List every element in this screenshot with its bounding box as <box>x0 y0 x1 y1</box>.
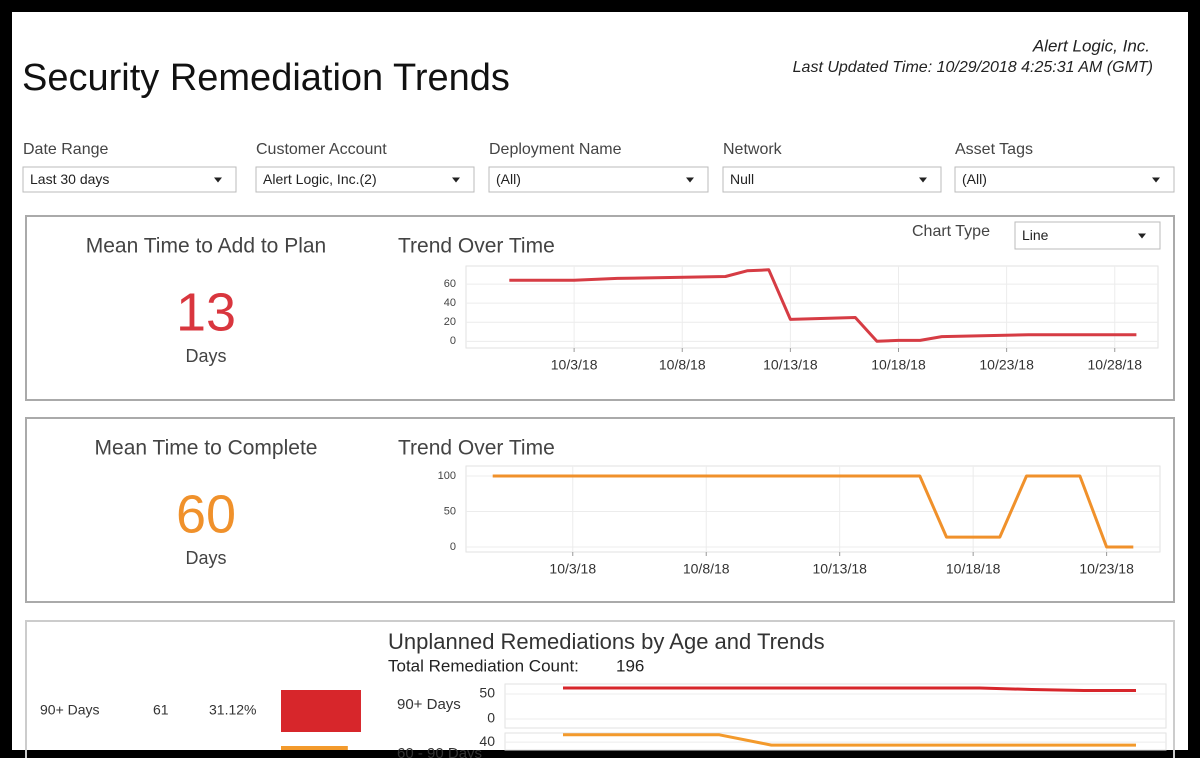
total-label: Total Remediation Count: <box>388 656 579 675</box>
trend-line <box>492 474 1134 549</box>
dropdown-arrow[interactable] <box>452 177 460 183</box>
x-tick-label: 10/28/18 <box>1088 357 1143 373</box>
percent-bar <box>281 690 361 732</box>
trend-line <box>509 268 1137 343</box>
chart-type-label: Chart Type <box>912 223 990 240</box>
y-tick-label: 50 <box>479 685 495 701</box>
dropdown[interactable] <box>488 166 709 193</box>
y-tick-label: 0 <box>487 710 495 726</box>
y-tick-label: 40 <box>479 733 495 749</box>
metric-value: 60 <box>176 484 236 544</box>
x-tick-label: 10/23/18 <box>1079 561 1134 577</box>
y-tick-label: 0 <box>450 335 456 347</box>
company: Alert Logic, Inc. <box>1032 36 1150 55</box>
dropdown-value[interactable]: Last 30 days <box>30 171 109 187</box>
dropdown-arrow[interactable] <box>1138 233 1146 239</box>
x-tick-label: 10/13/18 <box>763 357 818 373</box>
y-tick-label: 100 <box>438 470 456 482</box>
dropdown[interactable] <box>255 166 475 193</box>
dropdown[interactable] <box>22 166 237 193</box>
last-updated: Last Updated Time: 10/29/2018 4:25:31 AM… <box>793 59 1153 76</box>
dropdown-value[interactable]: (All) <box>962 171 987 187</box>
chart-title: Trend Over Time <box>398 235 555 258</box>
panel <box>25 417 1175 603</box>
plot-area <box>504 683 1167 729</box>
filter-label: Deployment Name <box>489 141 622 158</box>
dropdown-value[interactable]: (All) <box>496 171 521 187</box>
plot-area <box>465 265 1159 349</box>
section-title: Unplanned Remediations by Age and Trends <box>388 629 825 654</box>
dropdown-arrow[interactable] <box>686 177 694 183</box>
plot-area <box>465 465 1161 553</box>
row-percent: 31.12% <box>209 702 256 718</box>
x-tick-label: 10/18/18 <box>946 561 1001 577</box>
dropdown[interactable] <box>1014 221 1161 250</box>
dropdown[interactable] <box>722 166 942 193</box>
dropdown-value[interactable]: Line <box>1022 227 1049 243</box>
metric-title: Mean Time to Complete <box>95 437 318 460</box>
dropdown-value[interactable]: Alert Logic, Inc.(2) <box>263 171 377 187</box>
x-tick-label: 10/3/18 <box>549 561 596 577</box>
dropdown-arrow[interactable] <box>214 177 222 183</box>
metric-unit: Days <box>185 346 226 366</box>
y-tick-label: 40 <box>444 297 456 309</box>
dropdown[interactable] <box>954 166 1175 193</box>
trend-line <box>563 733 1136 747</box>
plot-area <box>504 732 1167 751</box>
canvas <box>12 12 1188 750</box>
panel <box>25 215 1175 401</box>
dropdown-value[interactable]: Null <box>730 171 754 187</box>
y-tick-label: 20 <box>444 316 456 328</box>
percent-bar <box>281 746 348 750</box>
trend-line <box>563 686 1136 692</box>
y-tick-label: 60 <box>444 278 456 290</box>
x-tick-label: 10/18/18 <box>871 357 926 373</box>
x-tick-label: 10/13/18 <box>812 561 867 577</box>
row-label: 90+ Days <box>40 702 100 718</box>
trend-label: 60 - 90 Days <box>397 745 482 758</box>
panel <box>25 620 1175 758</box>
page-title: Security Remediation Trends <box>22 57 510 99</box>
metric-value: 13 <box>176 282 236 342</box>
total-value: 196 <box>616 656 644 675</box>
chart-title: Trend Over Time <box>398 437 555 460</box>
metric-title: Mean Time to Add to Plan <box>86 235 326 258</box>
row-count: 61 <box>153 702 169 718</box>
filter-label: Customer Account <box>256 141 387 158</box>
filter-label: Asset Tags <box>955 141 1033 158</box>
y-tick-label: 0 <box>450 541 456 553</box>
y-tick-label: 50 <box>444 505 456 517</box>
x-tick-label: 10/3/18 <box>551 357 598 373</box>
x-tick-label: 10/8/18 <box>683 561 730 577</box>
filter-label: Date Range <box>23 141 108 158</box>
trend-label: 90+ Days <box>397 696 461 713</box>
x-tick-label: 10/23/18 <box>979 357 1034 373</box>
dropdown-arrow[interactable] <box>919 177 927 183</box>
dropdown-arrow[interactable] <box>1152 177 1160 183</box>
metric-unit: Days <box>185 548 226 568</box>
x-tick-label: 10/8/18 <box>659 357 706 373</box>
filter-label: Network <box>723 141 783 158</box>
